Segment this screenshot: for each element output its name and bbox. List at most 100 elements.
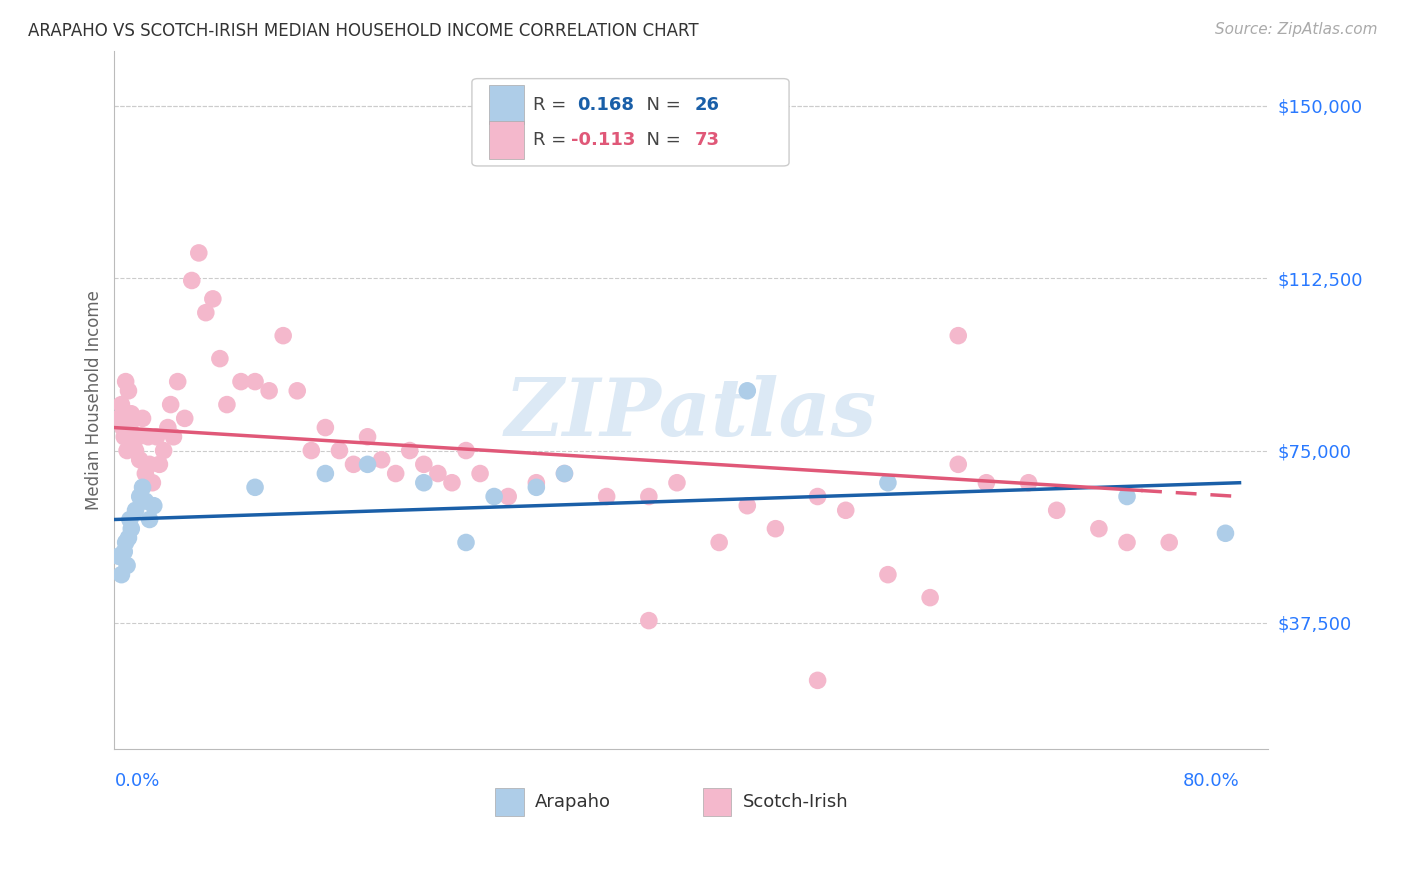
Point bbox=[131, 411, 153, 425]
FancyBboxPatch shape bbox=[703, 788, 731, 815]
Point bbox=[159, 398, 181, 412]
Point bbox=[107, 549, 129, 564]
Point bbox=[124, 503, 146, 517]
Point bbox=[121, 439, 143, 453]
Text: N =: N = bbox=[634, 95, 686, 113]
Point bbox=[328, 443, 350, 458]
Point bbox=[524, 475, 547, 490]
Point bbox=[124, 443, 146, 458]
Point bbox=[112, 544, 135, 558]
Point bbox=[243, 480, 266, 494]
Point bbox=[765, 522, 787, 536]
Point bbox=[118, 420, 141, 434]
Point bbox=[166, 375, 188, 389]
Point bbox=[136, 430, 159, 444]
Point bbox=[412, 475, 434, 490]
Point bbox=[807, 673, 830, 688]
Point bbox=[1159, 535, 1181, 549]
Point bbox=[948, 328, 970, 343]
Point bbox=[454, 535, 477, 549]
Point bbox=[148, 458, 170, 472]
Point bbox=[152, 443, 174, 458]
Point bbox=[440, 475, 463, 490]
Text: -0.113: -0.113 bbox=[571, 131, 636, 149]
FancyBboxPatch shape bbox=[472, 78, 789, 166]
Point bbox=[342, 458, 364, 472]
Point bbox=[117, 531, 139, 545]
Point bbox=[524, 480, 547, 494]
Text: 73: 73 bbox=[695, 131, 720, 149]
Point bbox=[173, 411, 195, 425]
Point bbox=[737, 499, 759, 513]
Text: ZIPatlas: ZIPatlas bbox=[505, 376, 877, 453]
Point bbox=[314, 420, 336, 434]
Point bbox=[112, 430, 135, 444]
FancyBboxPatch shape bbox=[489, 120, 524, 159]
Point bbox=[138, 512, 160, 526]
Point bbox=[180, 273, 202, 287]
Point bbox=[201, 292, 224, 306]
Point bbox=[356, 458, 378, 472]
Point bbox=[637, 490, 659, 504]
Text: ARAPAHO VS SCOTCH-IRISH MEDIAN HOUSEHOLD INCOME CORRELATION CHART: ARAPAHO VS SCOTCH-IRISH MEDIAN HOUSEHOLD… bbox=[28, 22, 699, 40]
FancyBboxPatch shape bbox=[489, 86, 524, 124]
Point bbox=[468, 467, 491, 481]
Point bbox=[114, 535, 136, 549]
Point bbox=[595, 490, 617, 504]
Point bbox=[737, 384, 759, 398]
Point bbox=[835, 503, 858, 517]
Point bbox=[384, 467, 406, 481]
Point bbox=[948, 458, 970, 472]
Point bbox=[142, 499, 165, 513]
Text: 80.0%: 80.0% bbox=[1182, 772, 1240, 790]
Text: 0.168: 0.168 bbox=[576, 95, 634, 113]
Point bbox=[145, 430, 167, 444]
Point bbox=[257, 384, 280, 398]
Point bbox=[637, 614, 659, 628]
FancyBboxPatch shape bbox=[495, 788, 524, 815]
Point bbox=[128, 452, 150, 467]
Point bbox=[110, 567, 132, 582]
Point bbox=[285, 384, 308, 398]
Point bbox=[128, 490, 150, 504]
Point bbox=[707, 535, 730, 549]
Point bbox=[111, 420, 134, 434]
Text: N =: N = bbox=[634, 131, 686, 149]
Text: R =: R = bbox=[533, 95, 572, 113]
Point bbox=[138, 458, 160, 472]
Point bbox=[1088, 522, 1111, 536]
Point bbox=[1046, 503, 1069, 517]
Point bbox=[117, 384, 139, 398]
Point bbox=[1215, 526, 1237, 541]
Point bbox=[115, 443, 138, 458]
Text: Source: ZipAtlas.com: Source: ZipAtlas.com bbox=[1215, 22, 1378, 37]
Point bbox=[156, 420, 179, 434]
Point bbox=[229, 375, 252, 389]
Point bbox=[356, 430, 378, 444]
Text: R =: R = bbox=[533, 131, 572, 149]
Point bbox=[118, 512, 141, 526]
Point bbox=[134, 494, 156, 508]
Point bbox=[134, 467, 156, 481]
Point bbox=[299, 443, 322, 458]
Point bbox=[482, 490, 505, 504]
Text: 26: 26 bbox=[695, 95, 720, 113]
Point bbox=[131, 480, 153, 494]
Point bbox=[412, 458, 434, 472]
Point bbox=[314, 467, 336, 481]
Point bbox=[120, 522, 142, 536]
Point bbox=[110, 398, 132, 412]
Point bbox=[127, 430, 149, 444]
Text: Scotch-Irish: Scotch-Irish bbox=[742, 793, 849, 811]
Point bbox=[553, 467, 575, 481]
Point bbox=[215, 398, 238, 412]
Point bbox=[976, 475, 998, 490]
Point bbox=[187, 246, 209, 260]
Point bbox=[194, 306, 217, 320]
Point bbox=[107, 411, 129, 425]
Point bbox=[162, 430, 184, 444]
Point bbox=[243, 375, 266, 389]
Point bbox=[370, 452, 392, 467]
Point bbox=[271, 328, 294, 343]
Point bbox=[807, 490, 830, 504]
